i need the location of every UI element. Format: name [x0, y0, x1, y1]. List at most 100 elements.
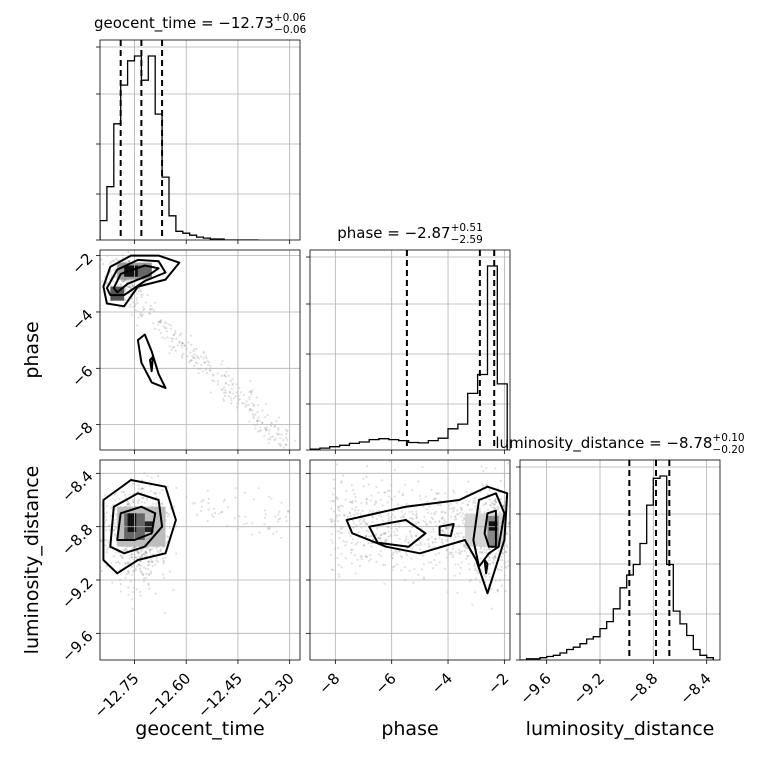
scatter-point: [481, 483, 484, 486]
scatter-point: [143, 553, 146, 556]
scatter-point: [465, 546, 469, 550]
scatter-point: [209, 364, 212, 367]
scatter-point: [340, 552, 343, 555]
scatter-point: [234, 394, 237, 398]
scatter-point: [136, 550, 139, 553]
scatter-point: [512, 537, 514, 539]
scatter-point: [467, 562, 470, 566]
scatter-point: [342, 539, 345, 543]
scatter-point: [378, 536, 382, 540]
scatter-point: [263, 522, 266, 526]
scatter-point: [257, 416, 260, 419]
scatter-point: [479, 547, 482, 550]
scatter-point: [149, 553, 152, 557]
scatter-point: [154, 563, 157, 566]
scatter-point: [359, 518, 362, 521]
scatter-point: [383, 532, 386, 535]
scatter-point: [483, 510, 486, 514]
scatter-point: [329, 517, 332, 521]
scatter-point: [414, 534, 418, 537]
scatter-point: [365, 523, 368, 526]
scatter-point: [134, 546, 137, 549]
scatter-point: [477, 511, 481, 514]
scatter-point: [488, 556, 491, 560]
scatter-point: [433, 513, 436, 516]
scatter-point: [387, 535, 390, 538]
scatter-point: [370, 494, 373, 497]
scatter-point: [258, 419, 261, 422]
scatter-point: [459, 511, 462, 514]
scatter-point: [441, 529, 445, 532]
scatter-point: [278, 416, 281, 419]
scatter-point: [170, 340, 174, 343]
scatter-point: [231, 382, 234, 385]
scatter-point: [235, 391, 238, 394]
scatter-point: [148, 573, 151, 576]
title-lower-error-phase: −2.59: [451, 234, 483, 246]
scatter-point: [396, 529, 399, 532]
scatter-point: [471, 603, 474, 606]
scatter-point: [134, 309, 137, 312]
scatter-point: [496, 590, 500, 593]
scatter-point: [452, 544, 455, 547]
scatter-point: [332, 499, 335, 503]
scatter-point: [488, 503, 492, 507]
scatter-point: [453, 518, 456, 521]
scatter-point: [438, 519, 441, 522]
scatter-point: [113, 529, 116, 532]
scatter-point: [131, 556, 134, 559]
scatter-point: [245, 522, 248, 525]
scatter-point: [501, 551, 504, 554]
scatter-point: [487, 547, 491, 551]
scatter-point: [126, 285, 129, 288]
scatter-point: [146, 560, 150, 563]
scatter-point: [426, 538, 429, 541]
scatter-point: [401, 494, 404, 497]
scatter-point: [103, 494, 107, 497]
scatter-point: [109, 524, 112, 527]
scatter-point: [393, 516, 396, 519]
scatter-point: [336, 530, 339, 533]
scatter-point: [476, 548, 479, 551]
y-tick-label: −9.6: [58, 627, 96, 665]
scatter-point: [178, 334, 181, 337]
scatter-point: [205, 371, 208, 375]
scatter-point: [494, 554, 497, 557]
scatter-point: [445, 527, 448, 530]
scatter-point: [482, 548, 486, 551]
scatter-point: [285, 432, 288, 435]
scatter-point: [411, 547, 414, 551]
scatter-point: [101, 280, 104, 283]
scatter-point: [382, 563, 385, 566]
scatter-point: [196, 356, 199, 359]
scatter-point: [211, 379, 214, 382]
scatter-point: [282, 438, 285, 442]
scatter-point: [263, 426, 267, 429]
scatter-point: [331, 568, 334, 571]
scatter-point: [239, 391, 242, 394]
scatter-geocent_time-luminosity_distance: [100, 472, 290, 615]
scatter-point: [149, 570, 153, 573]
scatter-point: [149, 304, 152, 307]
scatter-point: [149, 484, 152, 487]
scatter-point: [268, 526, 272, 530]
scatter-point: [110, 561, 113, 564]
scatter-point: [426, 500, 429, 503]
scatter-point: [284, 443, 288, 446]
scatter-point: [332, 493, 335, 496]
scatter-point: [191, 354, 194, 358]
scatter-point: [462, 544, 465, 548]
scatter-point: [352, 538, 355, 541]
scatter-point: [338, 537, 341, 540]
scatter-point: [155, 559, 158, 562]
scatter-point: [234, 383, 238, 386]
scatter-point: [257, 404, 260, 407]
scatter-point: [410, 534, 413, 537]
scatter-point: [369, 509, 372, 512]
scatter-point: [211, 374, 214, 377]
scatter-point: [500, 555, 503, 559]
scatter-point: [148, 312, 152, 316]
scatter-point: [487, 559, 490, 562]
scatter-point: [511, 492, 513, 494]
scatter-point: [243, 402, 246, 405]
